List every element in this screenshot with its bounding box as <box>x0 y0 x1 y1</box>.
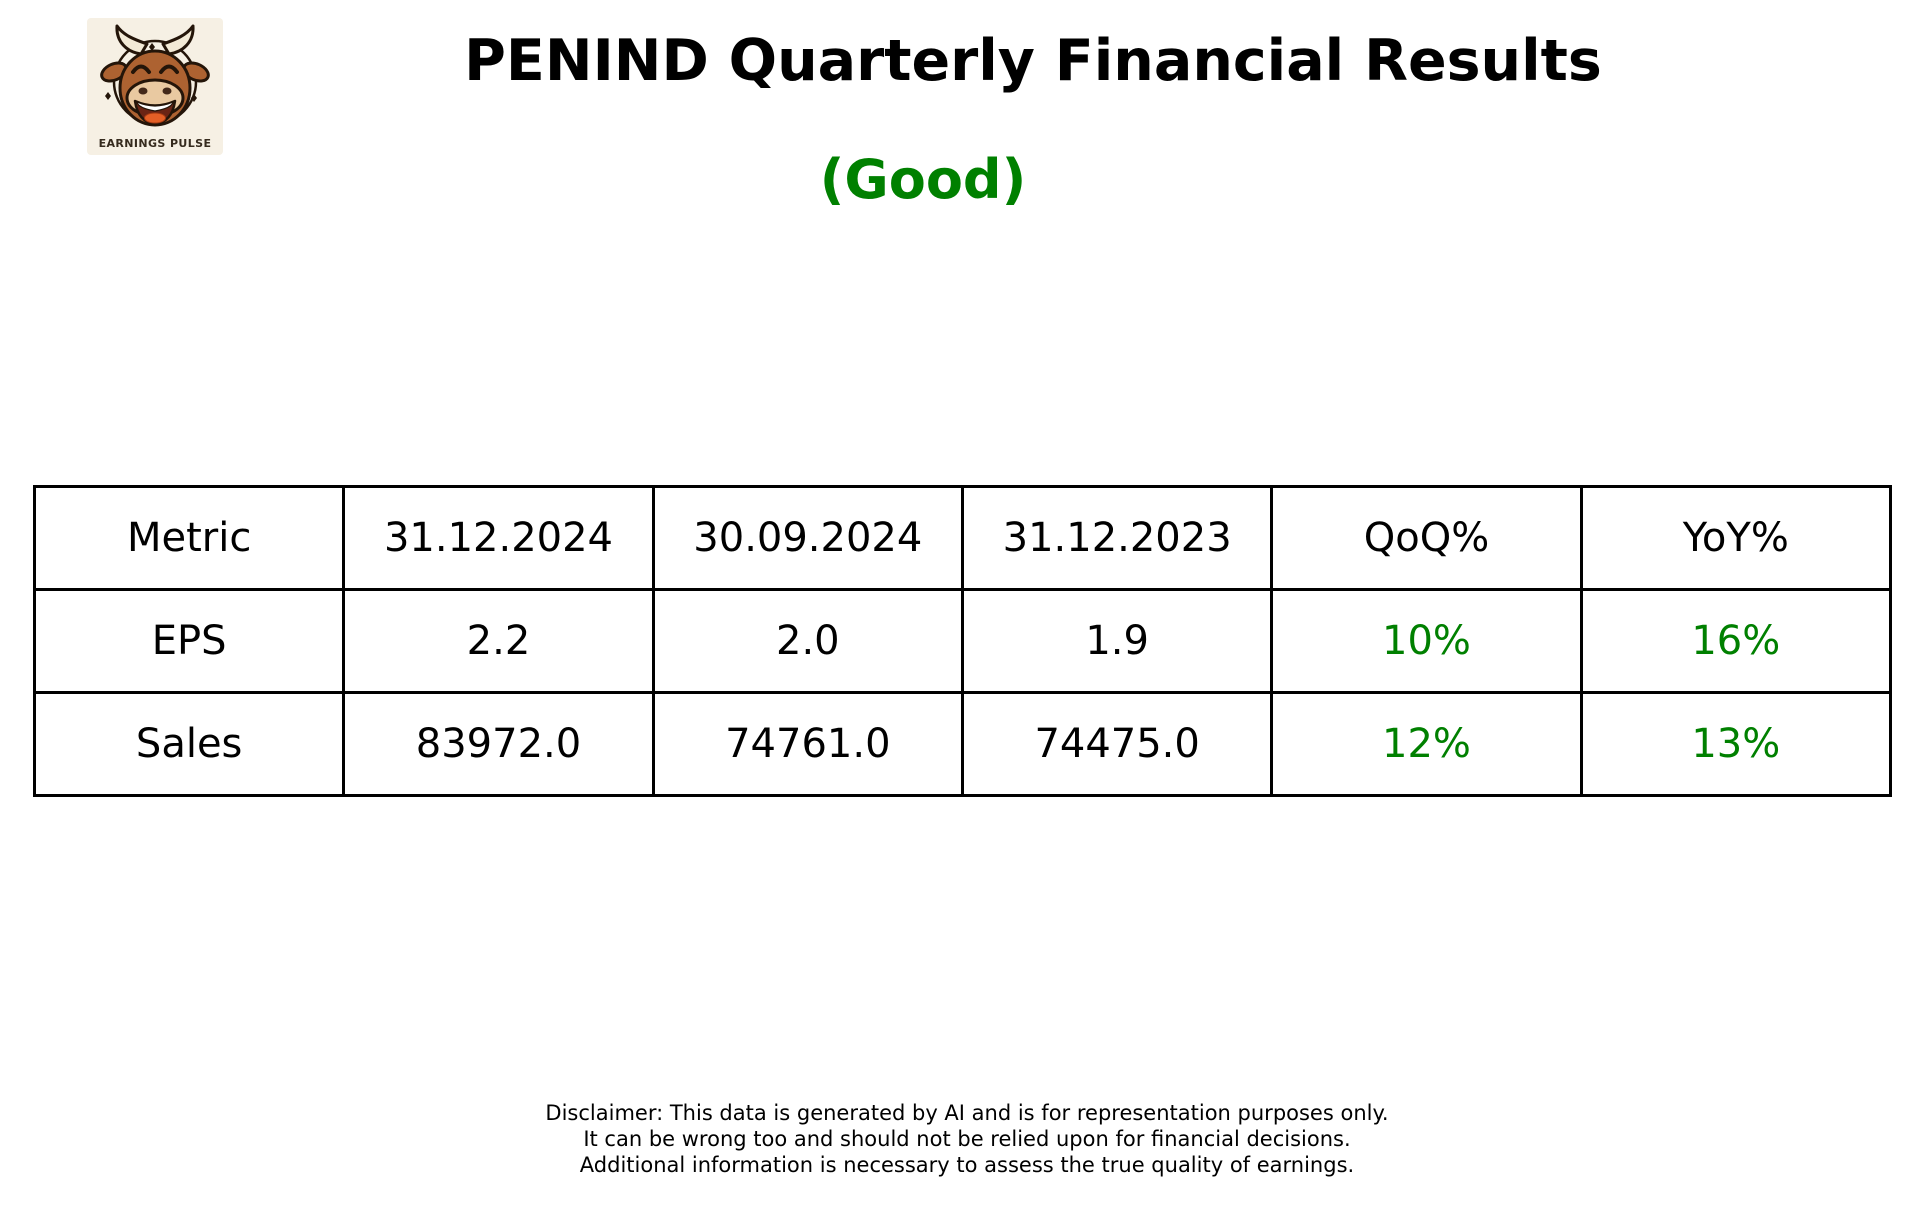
bull-icon <box>100 24 210 127</box>
logo-caption: EARNINGS PULSE <box>98 137 212 150</box>
cell-value: 74475.0 <box>960 691 1274 797</box>
cell-qoq-percent: 12% <box>1270 691 1583 797</box>
cell-metric: EPS <box>32 588 346 694</box>
table-row-eps: EPS 2.2 2.0 1.9 10% 16% <box>32 588 1893 694</box>
cell-value: 1.9 <box>960 588 1274 694</box>
column-header-q-previous: 30.09.2024 <box>651 485 964 591</box>
quarterly-results-table: Metric 31.12.2024 30.09.2024 31.12.2023 … <box>32 485 1893 797</box>
disclaimer-text: Disclaimer: This data is generated by AI… <box>545 1100 1388 1178</box>
cell-value: 2.2 <box>342 588 655 694</box>
cell-qoq-percent: 10% <box>1270 588 1583 694</box>
column-header-q-current: 31.12.2024 <box>342 485 655 591</box>
earnings-pulse-logo: EARNINGS PULSE <box>87 18 223 155</box>
disclaimer-line: It can be wrong too and should not be re… <box>583 1127 1351 1151</box>
verdict-label: (Good) <box>819 148 1027 211</box>
page-title: PENIND Quarterly Financial Results <box>464 28 1602 94</box>
cell-value: 2.0 <box>651 588 964 694</box>
cell-value: 83972.0 <box>342 691 655 797</box>
disclaimer-line: Disclaimer: This data is generated by AI… <box>545 1101 1389 1125</box>
cell-metric: Sales <box>32 691 346 797</box>
cell-yoy-percent: 16% <box>1579 588 1893 694</box>
table-row-sales: Sales 83972.0 74761.0 74475.0 12% 13% <box>32 691 1893 797</box>
column-header-q-yearago: 31.12.2023 <box>960 485 1274 591</box>
cell-value: 74761.0 <box>651 691 964 797</box>
disclaimer-line: Additional information is necessary to a… <box>579 1153 1355 1177</box>
column-header-yoy: YoY% <box>1579 485 1893 591</box>
cell-yoy-percent: 13% <box>1579 691 1893 797</box>
column-header-qoq: QoQ% <box>1270 485 1583 591</box>
column-header-metric: Metric <box>32 485 346 591</box>
table-header-row: Metric 31.12.2024 30.09.2024 31.12.2023 … <box>32 485 1893 591</box>
